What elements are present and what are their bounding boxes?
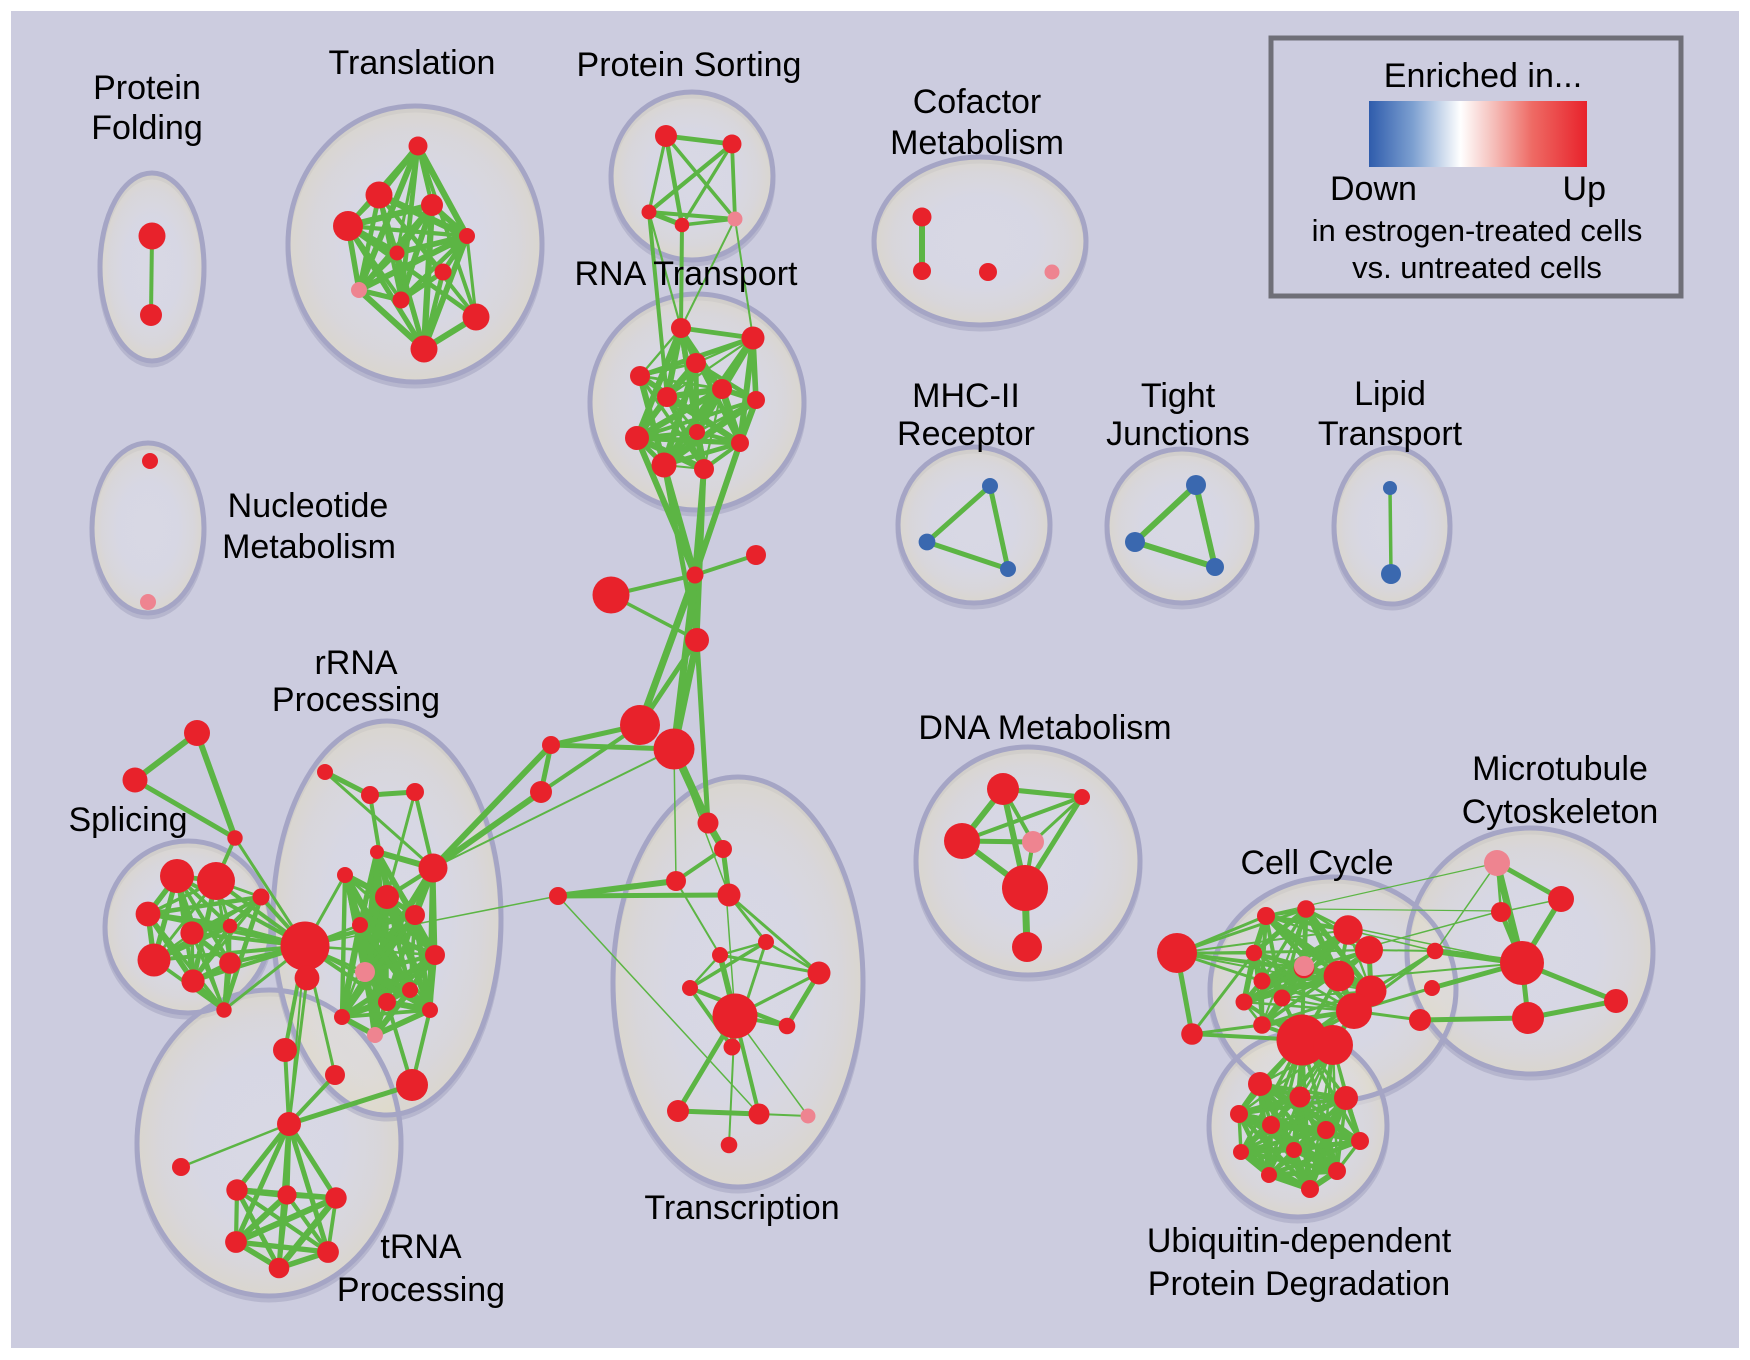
svg-text:Junctions: Junctions [1106,415,1250,453]
svg-text:rRNA: rRNA [314,644,397,682]
svg-text:Lipid: Lipid [1354,375,1426,413]
svg-text:Cell Cycle: Cell Cycle [1240,844,1393,882]
svg-text:Receptor: Receptor [897,415,1035,453]
svg-text:Ubiquitin-dependent: Ubiquitin-dependent [1147,1222,1452,1260]
svg-text:Transport: Transport [1318,415,1463,453]
svg-text:Up: Up [1563,170,1606,208]
svg-text:in estrogen-treated cells: in estrogen-treated cells [1312,213,1643,248]
svg-text:Metabolism: Metabolism [222,528,396,566]
svg-text:Enriched in...: Enriched in... [1384,57,1582,95]
svg-text:Processing: Processing [272,681,440,719]
svg-text:Nucleotide: Nucleotide [228,487,389,525]
svg-text:Protein: Protein [93,69,201,107]
svg-text:DNA Metabolism: DNA Metabolism [918,709,1171,747]
svg-text:Protein Degradation: Protein Degradation [1148,1265,1450,1303]
svg-text:Folding: Folding [91,109,203,147]
svg-text:Translation: Translation [329,44,496,82]
svg-text:Cytoskeleton: Cytoskeleton [1462,793,1659,831]
svg-text:Protein Sorting: Protein Sorting [577,46,802,84]
svg-text:Transcription: Transcription [644,1189,839,1227]
svg-text:Microtubule: Microtubule [1472,750,1648,788]
svg-text:Cofactor: Cofactor [913,83,1042,121]
svg-text:MHC-II: MHC-II [912,377,1020,415]
svg-text:Tight: Tight [1141,377,1216,415]
svg-text:Metabolism: Metabolism [890,124,1064,162]
svg-text:RNA Transport: RNA Transport [575,255,799,293]
svg-text:vs. untreated cells: vs. untreated cells [1352,250,1602,285]
svg-text:Processing: Processing [337,1271,505,1309]
svg-text:tRNA: tRNA [380,1228,462,1266]
svg-text:Down: Down [1330,170,1417,208]
svg-text:Splicing: Splicing [68,801,187,839]
